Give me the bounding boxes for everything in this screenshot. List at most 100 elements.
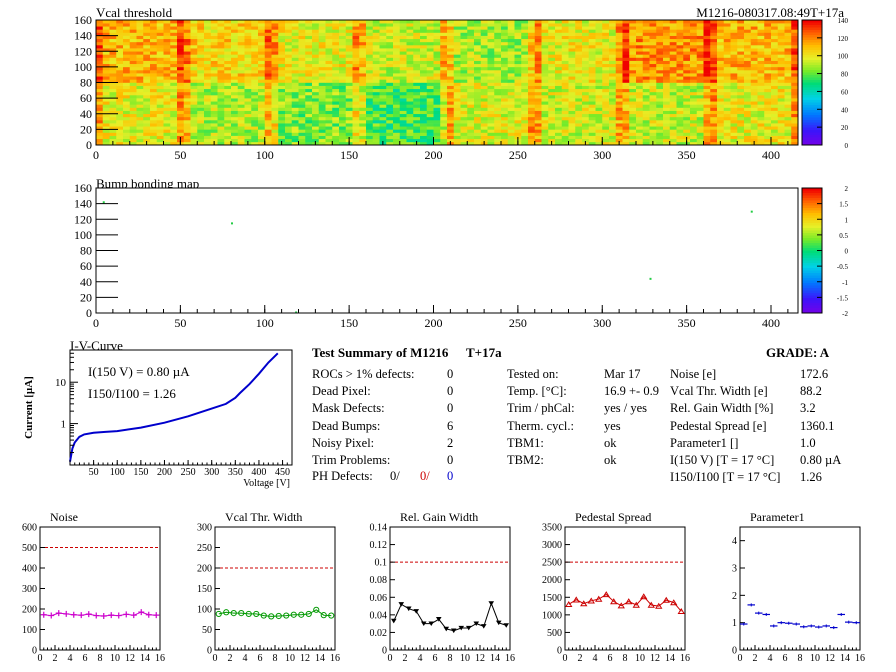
map-cell <box>663 138 671 143</box>
map-cell <box>197 29 205 33</box>
map-cell <box>372 113 380 118</box>
map-cell <box>480 116 488 121</box>
map-cell <box>359 98 367 102</box>
map-cell <box>561 113 569 118</box>
map-cell <box>264 116 272 121</box>
map-cell <box>406 85 414 90</box>
map-cell <box>541 138 549 143</box>
map-cell <box>109 26 117 30</box>
map-cell <box>366 51 374 55</box>
map-cell <box>703 20 711 24</box>
map-cell <box>615 60 623 65</box>
map-cell <box>595 79 603 83</box>
map-cell <box>494 95 502 99</box>
map-cell <box>386 29 394 33</box>
map-cell <box>447 29 455 33</box>
map-cell <box>325 101 333 105</box>
map-cell <box>278 45 286 49</box>
ph-defects-value-1: 0/ <box>390 469 400 483</box>
map-cell <box>136 63 144 68</box>
data-point <box>230 610 237 617</box>
map-cell <box>183 26 191 30</box>
test-info-label: TBM1: <box>507 435 544 450</box>
iv-y-tick-label: 1 <box>61 419 67 431</box>
map-cell <box>366 91 374 96</box>
x-tick-label: 100 <box>256 148 274 162</box>
map-cell <box>494 23 502 27</box>
map-cell <box>197 82 205 86</box>
map-cell <box>143 138 151 143</box>
map-cell <box>183 82 191 86</box>
map-cell <box>352 79 360 83</box>
map-cell <box>467 123 475 127</box>
map-cell <box>291 32 299 36</box>
map-cell <box>669 120 677 124</box>
map-cell <box>480 79 488 83</box>
map-cell <box>170 85 178 90</box>
map-cell <box>555 132 563 136</box>
map-cell <box>426 51 434 55</box>
map-cell <box>318 63 326 68</box>
map-cell <box>271 66 279 71</box>
map-cell <box>541 32 549 36</box>
map-cell <box>710 26 718 30</box>
map-cell <box>744 82 752 86</box>
map-cell <box>534 85 542 90</box>
map-cell <box>372 76 380 80</box>
map-cell <box>642 32 650 36</box>
map-cell <box>609 54 617 58</box>
map-cell <box>771 95 779 99</box>
map-cell <box>312 126 320 130</box>
map-cell <box>231 101 239 105</box>
map-cell <box>406 29 414 33</box>
map-cell <box>426 123 434 127</box>
map-cell <box>642 141 650 146</box>
map-cell <box>730 29 738 33</box>
map-cell <box>764 82 772 86</box>
map-cell <box>183 32 191 36</box>
map-cell <box>588 107 596 111</box>
map-cell <box>602 73 610 77</box>
map-cell <box>737 129 745 133</box>
map-cell <box>312 104 320 108</box>
map-cell <box>298 29 306 33</box>
map-cell <box>690 95 698 99</box>
map-cell <box>487 45 495 49</box>
map-cell <box>696 54 704 58</box>
map-cell <box>696 23 704 27</box>
data-point <box>138 609 145 616</box>
map-cell <box>352 48 360 52</box>
map-cell <box>264 79 272 83</box>
map-cell <box>359 66 367 71</box>
map-cell <box>393 54 401 58</box>
map-cell <box>231 26 239 30</box>
map-cell <box>534 104 542 108</box>
map-cell <box>582 41 590 46</box>
map-cell <box>264 48 272 52</box>
map-cell <box>143 107 151 111</box>
map-cell <box>386 113 394 118</box>
map-cell <box>447 23 455 27</box>
map-cell <box>116 113 124 118</box>
map-cell <box>156 51 164 55</box>
map-cell <box>150 107 158 111</box>
map-cell <box>406 38 414 43</box>
map-cell <box>494 48 502 52</box>
map-cell <box>507 76 515 80</box>
map-cell <box>656 141 664 146</box>
map-cell <box>622 123 630 127</box>
map-cell <box>521 48 529 52</box>
map-cell <box>332 135 340 140</box>
map-cell <box>386 129 394 133</box>
map-cell <box>447 66 455 71</box>
map-cell <box>163 63 171 68</box>
map-cell <box>615 123 623 127</box>
map-cell <box>183 70 191 74</box>
map-cell <box>588 63 596 68</box>
map-cell <box>237 91 245 96</box>
map-cell <box>271 135 279 140</box>
map-cell <box>426 116 434 121</box>
map-cell <box>440 32 448 36</box>
map-cell <box>298 132 306 136</box>
map-cell <box>541 23 549 27</box>
